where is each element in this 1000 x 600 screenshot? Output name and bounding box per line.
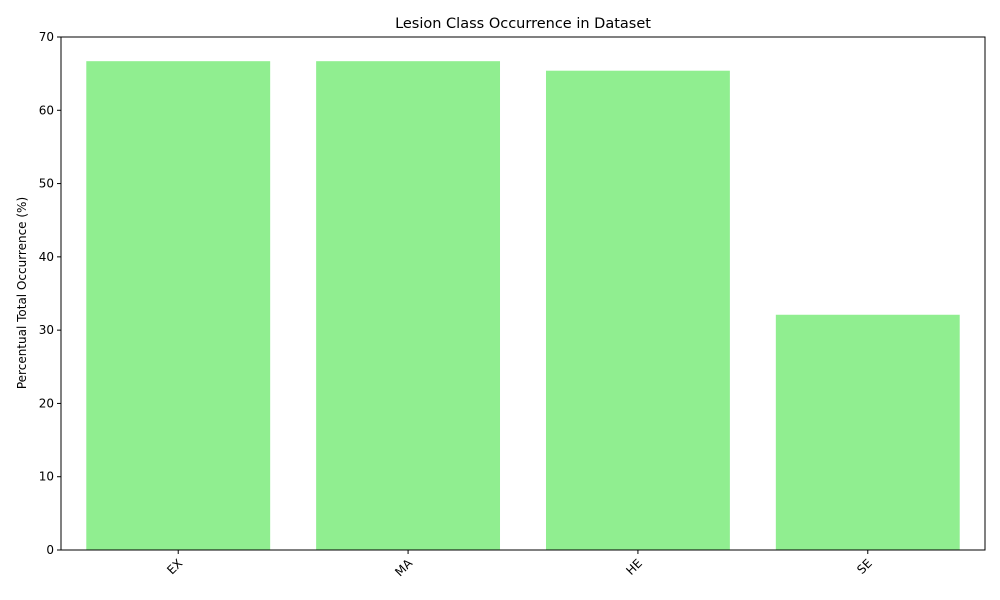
bar-ex [86,61,271,550]
x-tick-label: MA [392,556,416,580]
bars-group [86,61,960,550]
y-tick-label: 40 [39,250,54,264]
bar-he [545,70,730,550]
y-tick-label: 70 [39,30,54,44]
x-axis: EX MA HE SE [164,550,875,579]
plot-frame [60,36,986,551]
x-tick-label: HE [623,556,645,578]
x-tick-label: SE [854,556,875,577]
y-axis-title: Percentual Total Occurrence (%) [15,197,29,389]
y-tick-label: 30 [39,323,54,337]
x-tick-label: EX [164,556,185,577]
y-tick-label: 20 [39,396,54,410]
y-tick-label: 50 [39,177,54,191]
y-tick-label: 0 [46,543,54,557]
y-axis: 0 10 20 30 40 50 60 70 [39,30,61,557]
chart-title: Lesion Class Occurrence in Dataset [395,16,651,32]
y-tick-label: 60 [39,103,54,117]
bar-ma [316,61,501,550]
bar-se [775,314,960,550]
y-tick-label: 10 [39,470,54,484]
